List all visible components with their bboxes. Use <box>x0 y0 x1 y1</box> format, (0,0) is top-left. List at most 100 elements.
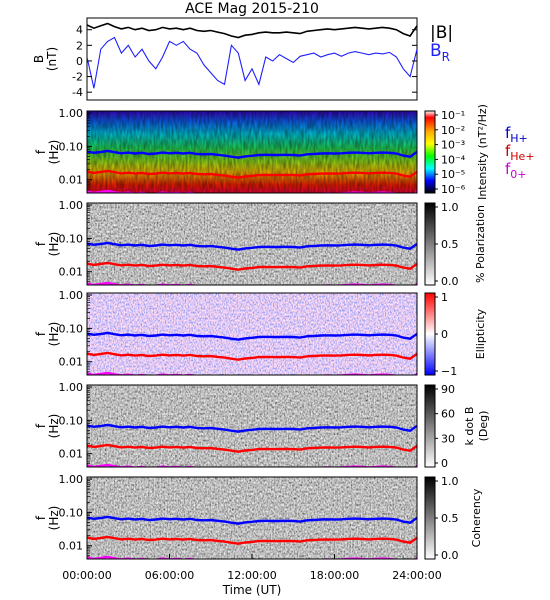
fHe-line <box>87 535 417 545</box>
y-tick-label: 0.10 <box>59 506 84 519</box>
legend-main: f <box>505 160 511 178</box>
colorbar-tick-label: 0 <box>441 328 448 341</box>
colorbar-tick-label: 90 <box>441 383 455 396</box>
y-axis-label: f <box>34 149 48 154</box>
y-axis-unit: (Hz) <box>47 506 61 531</box>
colorbar-polarization <box>424 202 436 286</box>
colorbar-tick-label: 1 <box>441 291 448 304</box>
y-axis-label: f <box>34 331 48 336</box>
colorbar-tick-label: 10⁻⁶ <box>441 183 466 196</box>
panel-polarization: 1.00 0.10 0.01 f (Hz) 1.0 0.5 0.0 % Polarizati… <box>34 199 487 288</box>
fH-line <box>87 515 417 525</box>
colorbar-ellipticity <box>424 292 436 376</box>
series-line-br <box>87 36 417 89</box>
colorbar-coherency <box>424 476 436 560</box>
y-axis-unit: (Hz) <box>47 414 61 439</box>
y-tick-label: 0.01 <box>59 448 84 461</box>
y-tick-label: 0.01 <box>59 266 84 279</box>
fH-line <box>87 241 417 251</box>
colorbar-label-polarization: % Polarization <box>474 205 487 283</box>
x-tick-label: 24:00:00 <box>392 569 441 582</box>
colorbar-tick-label: 0.0 <box>441 275 459 288</box>
y-tick-label: 0 <box>76 55 83 68</box>
x-tick-label: 18:00:00 <box>310 569 359 582</box>
colorbar-tick-label: −1 <box>441 365 457 378</box>
y-tick-label: 4 <box>76 24 83 37</box>
y-tick-label: 0.10 <box>59 414 84 427</box>
legend-br-sub: R <box>442 50 450 64</box>
legend-sub: H+ <box>510 132 528 145</box>
chart-title: ACE Mag 2015-210 <box>185 1 319 17</box>
colorbar-kdotb <box>424 384 436 468</box>
x-tick-label: 00:00:00 <box>62 569 111 582</box>
legend-babs: |B| <box>430 23 453 43</box>
colorbar-label-ellipticity: Ellipticity <box>474 308 487 359</box>
colorbar-tick-label: 10⁻¹ <box>441 109 465 122</box>
panel-kdotb: 1.00 0.10 0.01 f (Hz) 90 60 30 0 k dot B (Deg) <box>34 381 490 470</box>
colorbar-tick-label: 10⁻² <box>441 124 465 137</box>
legend-br-main: B <box>430 41 442 61</box>
legend-main: f <box>505 142 511 160</box>
panel-coherency: 1.00 0.10 0.01 f (Hz) 1.0 0.5 0.0 Coherency 00… <box>34 473 483 597</box>
y-tick-label: 0.01 <box>59 540 84 553</box>
y-axis-unit: (Hz) <box>47 322 61 347</box>
colorbar-label-coherency: Coherency <box>470 488 483 547</box>
y-tick-label: -2 <box>72 71 83 84</box>
colorbar-tick-label: 10⁻⁴ <box>441 153 466 166</box>
legend-br: BR <box>430 41 450 64</box>
y-axis-label: f <box>34 515 48 520</box>
colorbar-tick-label: 0.0 <box>441 549 459 562</box>
colorbar-tick-label: 10⁻⁵ <box>441 168 465 181</box>
colorbar-unit-kdotb: (Deg) <box>477 411 490 442</box>
x-tick-label: 12:00:00 <box>227 569 276 582</box>
fHe-line <box>87 351 417 361</box>
y-axis-unit: (Hz) <box>47 140 61 165</box>
colorbar-intensity <box>424 110 436 194</box>
colorbar-tick-label: 0.5 <box>441 512 459 525</box>
y-axis-label: B <box>32 55 46 63</box>
y-tick-label: 1.00 <box>59 473 84 486</box>
legend-He+: fHe+ <box>505 142 535 163</box>
colorbar-tick-label: 30 <box>441 432 455 445</box>
y-tick-label: 0.01 <box>59 356 84 369</box>
colorbar-tick-label: 0.5 <box>441 238 459 251</box>
panel-ellipticity: 1.00 0.10 0.01 f (Hz) 1 0 −1 Ellipticity <box>34 289 487 378</box>
y-axis-label: f <box>34 241 48 246</box>
y-tick-label: 0.10 <box>59 232 84 245</box>
y-tick-label: 0.01 <box>59 174 84 187</box>
legend-sub: 0+ <box>510 168 526 181</box>
fH-line <box>87 423 417 433</box>
colorbar-tick-label: 1.0 <box>441 475 459 488</box>
y-tick-label: 0.10 <box>59 140 84 153</box>
y-axis-unit: (Hz) <box>47 232 61 257</box>
y-tick-label: 1.00 <box>59 199 84 212</box>
colorbar-tick-label: 1.0 <box>441 201 459 214</box>
y-tick-label: 1.00 <box>59 289 84 302</box>
panel-b-field: 420-2-4 B (nT) |B| BR <box>32 17 453 101</box>
colorbar-label-kdotb: k dot B <box>463 407 476 446</box>
fH-line <box>87 331 417 341</box>
x-axis-label: Time (UT) <box>222 583 282 597</box>
y-tick-label: 0.10 <box>59 322 84 335</box>
legend-H+: fH+ <box>505 124 528 145</box>
legend-main: f <box>505 124 511 142</box>
y-tick-label: 2 <box>76 39 83 52</box>
colorbar-tick-label: 0 <box>441 457 448 470</box>
colorbar-tick-label: 10⁻³ <box>441 139 465 152</box>
y-axis-unit: (nT) <box>45 47 59 71</box>
fHe-line <box>87 261 417 271</box>
colorbar-label-intensity: Intensity (nT²/Hz) <box>476 104 489 200</box>
y-tick-label: 1.00 <box>59 381 84 394</box>
fHe-line <box>87 443 417 453</box>
fHe-line <box>87 169 417 179</box>
x-tick-label: 06:00:00 <box>145 569 194 582</box>
fH-line <box>87 149 417 159</box>
y-tick-label: 1.00 <box>59 107 84 120</box>
y-tick-label: -4 <box>72 86 83 99</box>
series-line-babs <box>87 22 417 39</box>
panel-intensity: 1.000.100.01f (Hz) 10⁻¹10⁻²10⁻³10⁻⁴10⁻⁵10… <box>34 104 535 200</box>
colorbar-tick-label: 60 <box>441 408 455 421</box>
y-axis-label: f <box>34 423 48 428</box>
legend-0+: f0+ <box>505 160 527 181</box>
